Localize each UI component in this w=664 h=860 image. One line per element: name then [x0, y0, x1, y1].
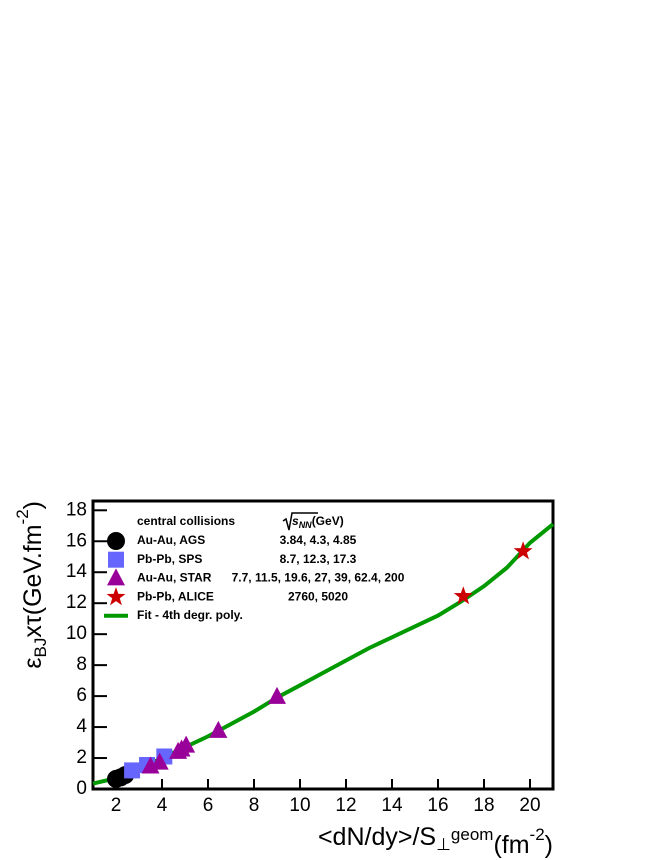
- legend-label: Au-Au, AGS: [137, 533, 205, 547]
- y-axis-label-part: xτ(GeV.fm: [19, 524, 47, 637]
- legend-energies: 7.7, 11.5, 19.6, 27, 39, 62.4, 200: [232, 571, 405, 585]
- point: [177, 735, 196, 753]
- y-tick-label: 10: [66, 623, 87, 644]
- y-axis-label-part: -2: [13, 509, 32, 524]
- x-axis-label-part: <dN/dy>/S: [318, 823, 436, 851]
- x-axis-label-part: ⊥: [436, 835, 451, 854]
- legend-label: Pb-Pb, ALICE: [137, 589, 214, 603]
- x-axis-label-part: (fm: [493, 831, 529, 859]
- x-tick-label: 4: [157, 795, 168, 816]
- legend-label: Au-Au, STAR: [137, 571, 212, 585]
- x-tick-label: 8: [249, 795, 260, 816]
- point: [150, 752, 169, 770]
- energy-unit: (GeV): [312, 514, 344, 528]
- x-tick-label: 6: [203, 795, 214, 816]
- y-axis-label-part: ε: [19, 657, 47, 668]
- y-tick-label: 2: [76, 747, 87, 768]
- x-tick-label: 10: [289, 795, 310, 816]
- point: [513, 541, 533, 560]
- y-tick-label: 16: [66, 530, 87, 551]
- legend-energies: 3.84, 4.3, 4.85: [280, 533, 357, 547]
- legend-swatch: [107, 568, 125, 586]
- legend-swatch: [108, 551, 124, 568]
- y-tick-label: 4: [76, 716, 87, 737]
- y-tick-label: 0: [76, 778, 87, 799]
- y-axis-label-part: ): [19, 501, 47, 509]
- y-tick-label: 6: [76, 685, 87, 706]
- legend-title: central collisions: [137, 514, 235, 528]
- y-tick-label: 12: [66, 592, 87, 613]
- x-axis-label-part: ): [545, 831, 553, 859]
- x-tick-label: 16: [427, 795, 448, 816]
- energy-symbol: s: [292, 514, 299, 528]
- point: [453, 586, 473, 605]
- point: [209, 720, 228, 738]
- y-tick-label: 14: [66, 561, 88, 582]
- legend-swatch: [107, 532, 125, 550]
- y-axis-label-part: BJ: [31, 638, 50, 658]
- x-axis-label-part: geom: [451, 825, 494, 844]
- legend-label: Pb-Pb, SPS: [137, 552, 202, 566]
- y-axis-label: εBJxτ(GeV.fm-2): [13, 501, 50, 669]
- legend-energies: 2760, 5020: [288, 589, 348, 603]
- y-tick-label: 8: [76, 654, 87, 675]
- energy-header: sNN(GeV): [292, 514, 344, 530]
- legend-label: Fit - 4th degr. poly.: [137, 608, 243, 622]
- legend-swatch: [106, 587, 126, 606]
- x-tick-label: 12: [335, 795, 356, 816]
- x-axis-label-part: -2: [530, 825, 545, 844]
- x-tick-label: 14: [381, 795, 403, 816]
- energy-subscript: NN: [299, 520, 312, 530]
- sqrt-sign: [282, 512, 318, 531]
- legend-energies: 8.7, 12.3, 17.3: [280, 552, 357, 566]
- point: [124, 762, 141, 779]
- y-tick-label: 18: [66, 499, 87, 520]
- x-tick-label: 18: [473, 795, 494, 816]
- x-tick-label: 2: [111, 795, 122, 816]
- plot-frame: [91, 499, 555, 791]
- x-axis-label: <dN/dy>/S⊥geom(fm-2): [318, 823, 553, 859]
- x-tick-label: 20: [519, 795, 540, 816]
- point: [268, 686, 286, 704]
